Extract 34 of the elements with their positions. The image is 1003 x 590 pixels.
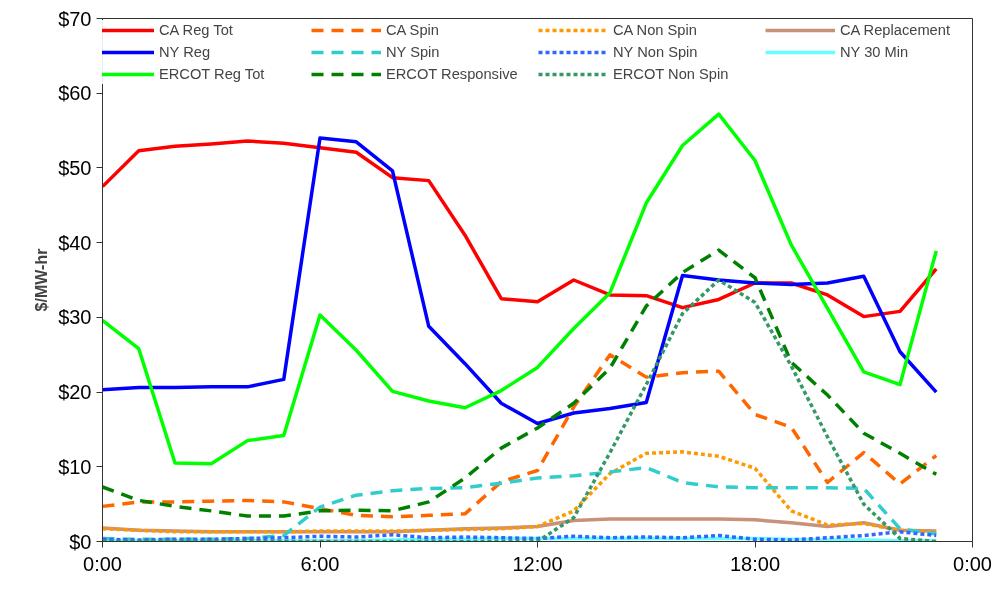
line-series — [102, 530, 938, 542]
x-tick-label: 12:00 — [512, 552, 563, 575]
line-series — [102, 136, 938, 426]
y-tick-label: $40 — [58, 231, 92, 254]
x-tick-label: 6:00 — [300, 552, 340, 575]
x-tick-label: 0:00 — [953, 552, 992, 575]
legend-label: ERCOT Reg Tot — [159, 66, 266, 82]
y-tick-label: $10 — [58, 455, 92, 478]
line-series — [102, 139, 938, 319]
line-series — [102, 112, 938, 466]
y-axis-title: $/MW-hr — [33, 248, 51, 312]
legend-label: ERCOT Non Spin — [613, 66, 730, 82]
legend-label: NY Reg — [159, 44, 212, 60]
y-tick-label: $60 — [58, 82, 92, 105]
legend-label: CA Replacement — [840, 22, 951, 38]
line-series — [102, 450, 938, 534]
y-tick-label: $50 — [58, 156, 92, 179]
y-tick-label: $70 — [58, 7, 92, 30]
x-tick-label: 18:00 — [729, 552, 781, 575]
legend-label: ERCOT Responsive — [386, 66, 519, 82]
line-series — [102, 465, 938, 542]
legend-label: NY Non Spin — [613, 44, 699, 60]
y-tick-label: $0 — [69, 530, 92, 553]
line-series — [102, 248, 938, 518]
legend-label: NY Spin — [386, 44, 441, 60]
x-tick-label: 0:00 — [83, 552, 122, 575]
legend-label: CA Non Spin — [613, 22, 698, 38]
legend-label: NY 30 Min — [840, 44, 910, 60]
y-tick-label: $20 — [58, 381, 92, 404]
line-series — [102, 278, 938, 542]
legend-label: CA Reg Tot — [159, 22, 234, 38]
legend-label: CA Spin — [386, 22, 440, 38]
y-tick-label: $30 — [58, 306, 92, 329]
line-series — [102, 352, 938, 519]
